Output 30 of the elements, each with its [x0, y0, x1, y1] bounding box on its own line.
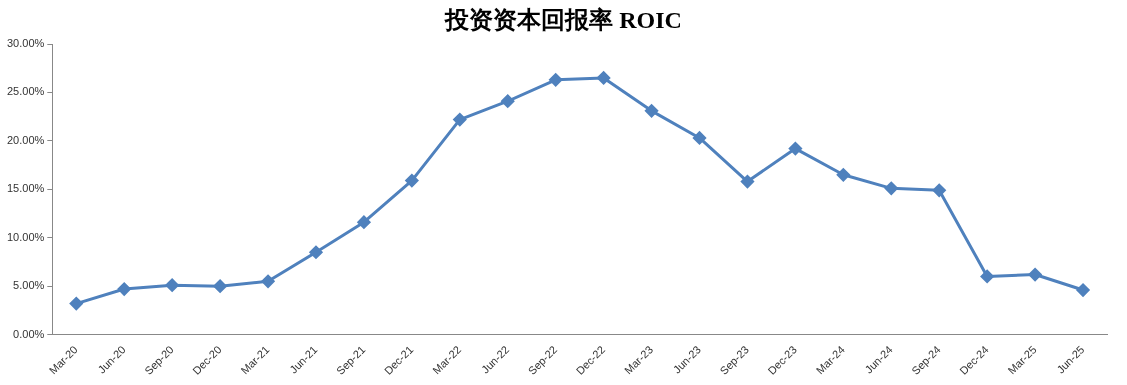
point	[788, 142, 802, 156]
point	[357, 215, 371, 229]
point	[1028, 268, 1042, 282]
point	[261, 274, 275, 288]
point	[501, 94, 515, 108]
point	[645, 104, 659, 118]
point	[165, 278, 179, 292]
y-tick-label: 20.00%	[7, 133, 45, 146]
point	[932, 183, 946, 197]
point	[453, 113, 467, 127]
point	[597, 71, 611, 85]
y-tick-label: 25.00%	[7, 85, 45, 98]
point	[549, 73, 563, 87]
y-tick-label: 0.00%	[13, 327, 45, 340]
point	[1076, 283, 1090, 297]
point	[693, 131, 707, 145]
point	[69, 297, 83, 311]
point	[836, 168, 850, 182]
point	[740, 175, 754, 189]
chart-title: 投资资本回报率 ROIC	[443, 6, 683, 35]
y-tick-label: 15.00%	[7, 182, 45, 195]
point	[980, 269, 994, 283]
point	[405, 174, 419, 188]
y-tick-label: 10.00%	[7, 230, 45, 243]
point	[117, 282, 131, 296]
point	[884, 181, 898, 195]
point	[309, 245, 323, 259]
point	[213, 279, 227, 293]
y-tick-label: 30.00%	[7, 37, 45, 50]
y-tick-label: 5.00%	[13, 279, 45, 292]
